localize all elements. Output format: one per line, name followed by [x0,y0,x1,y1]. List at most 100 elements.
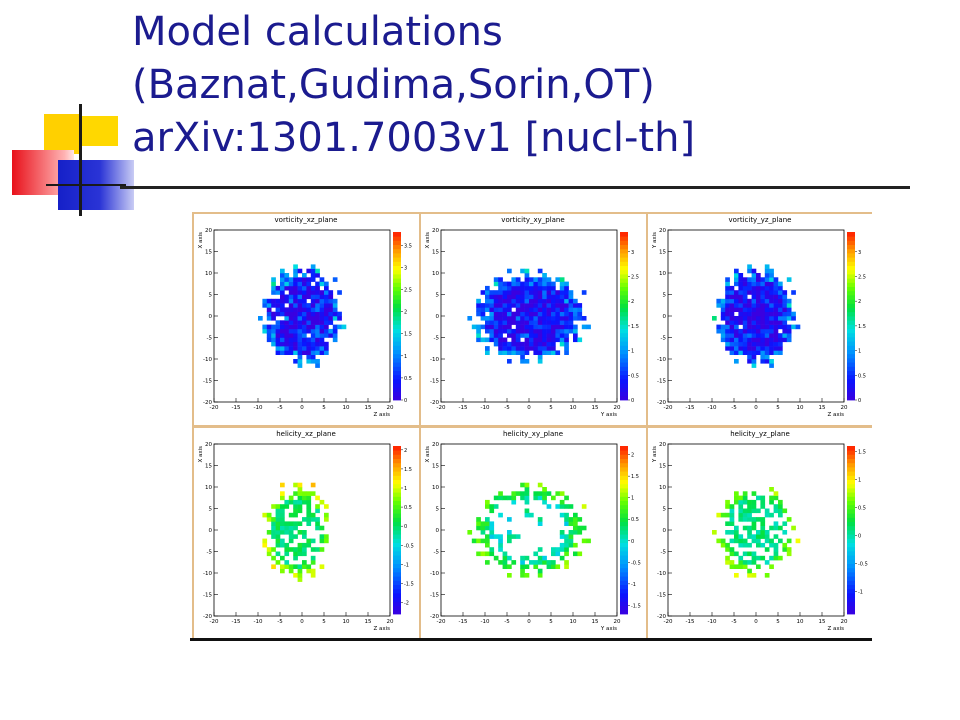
heatmap-cell [480,324,486,330]
heatmap-cell [573,521,578,526]
heatmap-cell [734,495,739,501]
heatmap-cell [511,290,517,295]
heatmap-cell [493,333,499,338]
heatmap-cell [729,285,735,291]
colorbar-segment [620,387,628,392]
heatmap-cell [773,555,779,561]
heatmap-cell [275,530,281,535]
heatmap-cell [551,307,556,312]
heatmap-cell [306,311,312,317]
colorbar-segment [847,337,855,342]
heatmap-cell [288,311,294,317]
heatmap-cell [729,307,735,312]
heatmap-cell [533,298,539,304]
colorbar-tick-label: 3 [631,250,634,256]
colorbar-segment [847,601,855,606]
heatmap-cell [271,525,276,531]
colorbar-tick-label: 2.5 [404,287,412,293]
colorbar-segment [620,341,628,346]
heatmap-cell [729,290,735,295]
heatmap-cell [751,281,757,287]
colorbar-segment [620,580,628,585]
plot-panel: vorticity_xy_plane -20 -15 -10 -5 0 5 10 15 20 -20… [421,214,646,425]
colorbar-segment [393,517,401,522]
heatmap-cell [546,303,552,308]
heatmap-cell [786,316,792,321]
heatmap-cell [319,525,325,531]
heatmap-cell [551,316,556,321]
title-line-3: arXiv:1301.7003v1 [nucl-th] [132,115,696,161]
heatmap-cell [559,542,565,548]
heatmap-cell [537,491,543,496]
colorbar-segment [847,349,855,355]
heatmap-cell [306,350,312,355]
heatmap-cell [315,307,320,312]
heatmap-cell [315,303,320,308]
heatmap-cell [573,512,578,518]
x-tick-label: 15 [365,619,372,625]
heatmap-cell [555,551,561,557]
heatmap-cells [712,487,801,578]
colorbar-segment [620,496,628,501]
heatmap-cell [507,538,512,544]
heatmap-cell [275,346,281,351]
heatmap-cell [720,311,726,317]
colorbar-segment [847,492,855,497]
colorbar-segment [393,593,401,598]
heatmap-cell [577,517,583,522]
colorbar-segment [620,383,628,388]
heatmap-cell [764,328,770,334]
heatmap-cell [738,346,744,351]
colorbar-tick-label: 2.5 [631,274,639,280]
heatmap-cell [493,337,499,343]
x-tick-label: -20 [664,405,673,411]
heatmap-cell [555,504,561,509]
heatmap-cell [271,298,276,304]
heatmap-cell [742,316,748,321]
heatmap-cell [507,341,512,347]
heatmap-cell [573,328,578,334]
heatmap-cell [515,337,521,343]
heatmap-cell [507,359,512,364]
x-tick-label: 15 [592,619,599,625]
heatmap-cell [271,547,276,552]
heatmap-cell [568,538,574,544]
colorbar-segment [393,265,401,271]
heatmap-cell [778,341,783,347]
heatmap-cell [725,555,730,561]
heatmap-cell [529,316,534,321]
heatmap-cell [275,551,281,557]
heatmap-cell [489,294,495,300]
heatmap-cell [293,316,298,321]
colorbar-segment [393,311,401,317]
heatmap-cell [555,311,561,317]
heatmap-cell [297,573,303,578]
heatmap-cell [720,333,726,338]
colorbar-segment [393,538,401,543]
heatmap-cell [568,530,574,535]
heatmap-cell [764,285,770,291]
heatmap-cell [751,359,757,364]
heatmap-cell [555,564,561,569]
heatmap-cell [280,530,285,535]
heatmap-cell [756,281,761,287]
x-tick-label: -5 [277,619,283,625]
heatmap-cell [337,324,342,330]
heatmap-cell [760,354,766,360]
heatmap-cell [542,495,547,501]
heatmap-cell [511,316,517,321]
heatmap-cell [747,298,752,304]
colorbar-segment [393,546,401,552]
x-tick-label: 5 [322,405,326,411]
colorbar-tick-label: 1.5 [858,324,866,330]
heatmap-cell [760,504,766,509]
y-tick-label: 15 [432,250,439,256]
heatmap-cell [769,268,774,274]
colorbar-segment [847,446,855,451]
x-tick-label: -15 [686,619,695,625]
y-tick-label: -10 [203,357,212,363]
heatmap-cell [284,542,290,548]
heatmap-cell [275,534,281,539]
heatmap-cell [524,307,530,312]
heatmap-cell [564,538,569,544]
